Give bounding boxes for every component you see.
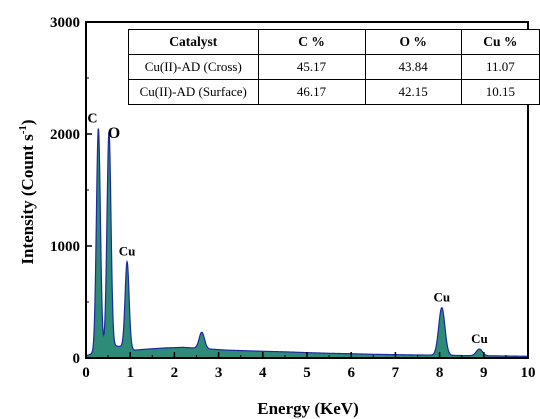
table-cell: 46.17 (257, 79, 366, 105)
x-tick-label: 6 (347, 365, 355, 381)
peak-label: Cu (433, 290, 450, 305)
table-row: Cu(II)-AD (Cross) 45.17 43.84 11.07 (128, 54, 540, 80)
x-tick-label: 4 (259, 365, 267, 381)
peak-label: O (108, 125, 120, 142)
y-tick-label: 0 (73, 351, 81, 367)
x-tick-label: 0 (82, 365, 90, 381)
x-tick-label: 8 (436, 365, 444, 381)
table-row: Cu(II)-AD (Surface) 46.17 42.15 10.15 (128, 79, 540, 105)
x-tick-label: 2 (171, 365, 179, 381)
y-tick-label: 3000 (50, 15, 80, 31)
header-o-percent: O % (364, 29, 462, 55)
table-cell: 42.15 (364, 79, 462, 105)
y-axis-title: Intensity (Count s-1) (17, 119, 37, 264)
x-tick-label: 3 (215, 365, 223, 381)
header-cu-percent: Cu % (460, 29, 540, 55)
peak-label: C (87, 111, 97, 126)
table-cell: 11.07 (460, 54, 540, 80)
table-cell: Cu(II)-AD (Cross) (128, 54, 259, 80)
header-catalyst: Catalyst (128, 29, 259, 55)
spectrum-area (86, 128, 528, 358)
x-tick-label: 9 (480, 365, 488, 381)
table-cell: Cu(II)-AD (Surface) (128, 79, 259, 105)
spectrum-line (85, 128, 528, 357)
table-header-row: Catalyst C % O % Cu % (128, 29, 540, 55)
x-tick-label: 1 (126, 365, 134, 381)
x-tick-label: 7 (392, 365, 400, 381)
composition-table: Catalyst C % O % Cu % Cu(II)-AD (Cross) … (128, 29, 540, 105)
peak-label: Cu (471, 331, 488, 346)
y-tick-label: 2000 (50, 127, 80, 143)
peak-label: Cu (119, 244, 136, 259)
table-cell: 10.15 (460, 79, 540, 105)
x-tick-label: 5 (303, 365, 311, 381)
x-axis-title: Energy (KeV) (257, 399, 359, 418)
table-cell: 43.84 (364, 54, 462, 80)
x-tick-label: 10 (521, 365, 536, 381)
header-c-percent: C % (257, 29, 366, 55)
table-cell: 45.17 (257, 54, 366, 80)
y-tick-label: 1000 (50, 239, 80, 255)
